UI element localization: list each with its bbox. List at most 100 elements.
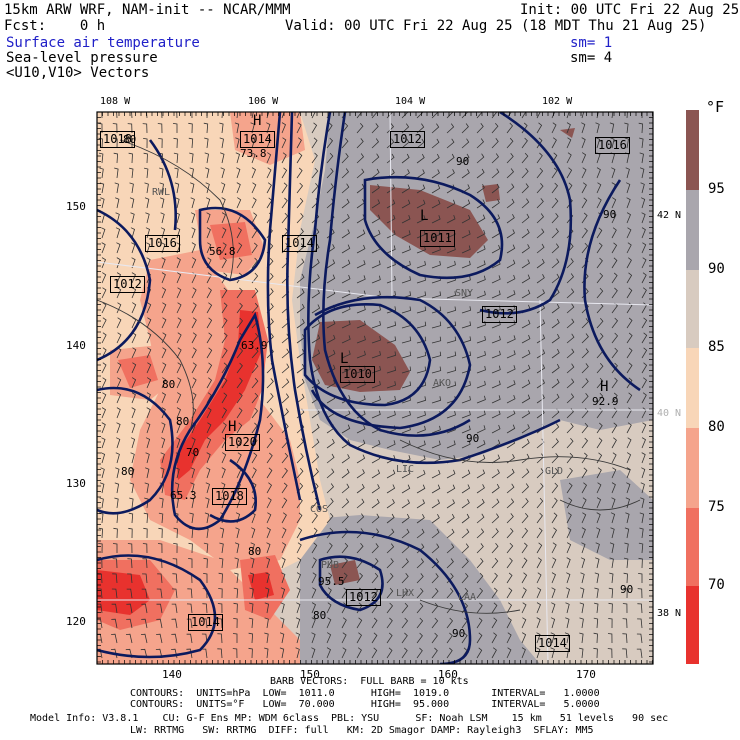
wind-barb (386, 351, 397, 359)
wind-barb (491, 632, 498, 644)
wind-barb (356, 320, 366, 329)
wind-barb (626, 317, 633, 329)
wind-barb (116, 362, 122, 374)
wind-barb (356, 380, 366, 389)
wind-barb (639, 527, 644, 539)
lat-label: 40 N (657, 408, 682, 419)
wind-barb (521, 557, 528, 569)
wind-barb (566, 303, 575, 314)
wind-barb (491, 335, 501, 344)
wind-barb (521, 647, 526, 659)
wind-barb (341, 229, 351, 239)
wind-barb (159, 167, 164, 179)
wind-barb (476, 439, 486, 449)
wind-barb (581, 197, 588, 209)
wind-barb (131, 362, 137, 374)
wind-barb (156, 633, 163, 644)
wind-barb (97, 588, 103, 599)
wind-barb (140, 648, 148, 659)
wind-barb (506, 527, 514, 539)
temp-contour-label: 90 (603, 208, 617, 221)
wind-barb (611, 377, 618, 389)
wind-barb (221, 112, 223, 119)
wind-barb (596, 332, 604, 344)
wind-barb (611, 467, 617, 479)
wind-barb (476, 199, 486, 209)
temp-contour-label: 90 (620, 583, 634, 596)
wind-barb (461, 395, 471, 404)
wind-barb (401, 366, 412, 374)
wind-barb (126, 603, 133, 614)
wind-barb (491, 168, 500, 179)
wind-barb (640, 482, 645, 494)
wind-barb (295, 617, 301, 629)
wind-barb (341, 122, 349, 134)
wind-barb (521, 542, 528, 554)
wind-barb (476, 513, 485, 524)
wind-barb (221, 422, 227, 434)
wind-barb (431, 381, 442, 389)
wind-barb (296, 137, 302, 149)
wind-barb (461, 572, 469, 584)
wind-barb (281, 393, 290, 404)
high-value: 73.8 (240, 147, 267, 160)
wind-barb (581, 227, 588, 239)
wind-barb (461, 381, 471, 389)
wind-barb (386, 112, 394, 119)
wind-barb (115, 197, 120, 209)
wind-barb (401, 484, 411, 494)
wind-barb (326, 453, 335, 464)
wind-barb (326, 542, 333, 554)
wind-barb (416, 306, 427, 314)
wind-barb (536, 587, 542, 599)
wind-barb (201, 648, 208, 659)
wind-barb (234, 557, 239, 569)
wind-barb (581, 422, 589, 434)
wind-barb (311, 572, 317, 584)
wind-barb (204, 152, 209, 164)
wind-barb (143, 512, 149, 524)
wind-barb (536, 319, 546, 329)
wind-barb (566, 273, 575, 284)
wind-barb (638, 542, 644, 554)
contour-info-temp: CONTOURS: UNITS=°F LOW= 70.000 HIGH= 95.… (130, 699, 600, 710)
wind-barb (146, 257, 151, 269)
wind-barb (446, 440, 456, 449)
wind-barb (311, 587, 317, 599)
wind-barb (206, 317, 213, 329)
wind-barb (326, 483, 335, 494)
wind-barb (641, 437, 647, 449)
wind-barb (203, 557, 208, 569)
wind-barb (356, 617, 363, 629)
wind-barb (296, 122, 302, 134)
grid-x-label: 150 (300, 668, 320, 681)
wind-barb (101, 392, 107, 404)
wind-barb (160, 467, 165, 479)
wind-barb (143, 138, 148, 149)
wind-barb (236, 317, 244, 329)
wind-barb (491, 647, 497, 659)
wind-barb (641, 242, 647, 254)
wind-barb (565, 602, 570, 614)
wind-barb (461, 291, 471, 299)
wind-barb (536, 572, 542, 584)
wind-barb (251, 467, 257, 479)
wind-barb (341, 153, 349, 164)
wind-barb (146, 407, 151, 419)
wind-barb (191, 257, 197, 269)
wind-barb (491, 469, 500, 479)
wind-barb (461, 602, 469, 614)
wind-barb (189, 152, 194, 164)
wind-barb (101, 112, 103, 119)
wind-barb (264, 632, 269, 644)
wind-barb (250, 557, 255, 569)
wind-barb (566, 318, 575, 329)
wind-barb (266, 467, 273, 479)
wind-barb (144, 197, 150, 209)
wind-barb (431, 199, 441, 209)
wind-barb (217, 603, 223, 614)
wind-barb (386, 617, 393, 629)
wind-barb (579, 632, 584, 644)
wind-barb (371, 336, 381, 344)
temp-shade-lt70 (97, 570, 150, 615)
